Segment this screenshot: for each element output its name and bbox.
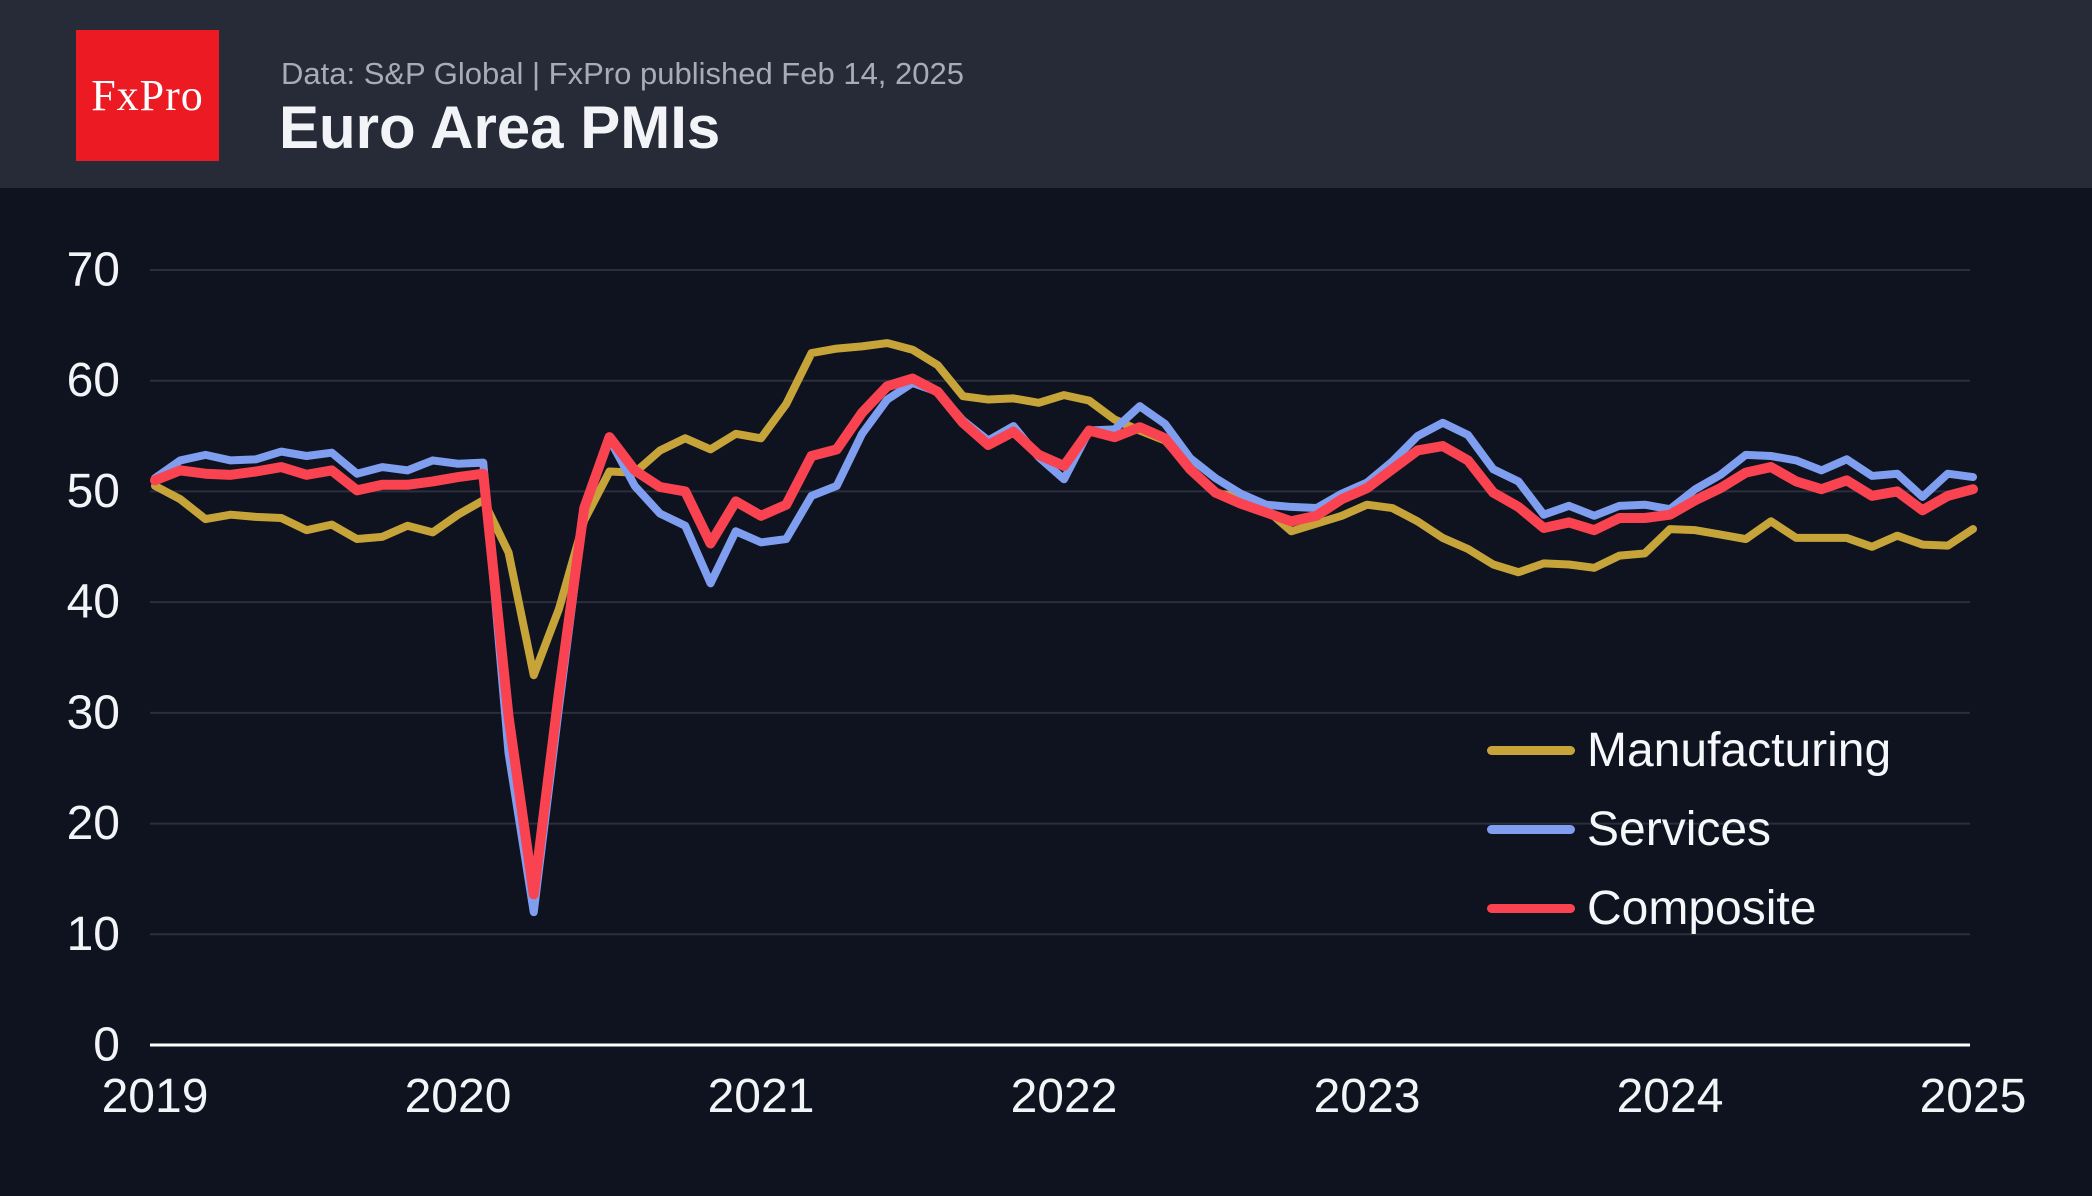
fxpro-logo: FxPro (76, 30, 219, 161)
y-tick-label: 0 (93, 1019, 120, 1072)
x-tick-label: 2022 (1011, 1070, 1118, 1123)
y-tick-label: 20 (67, 797, 120, 850)
legend-label-manufacturing: Manufacturing (1587, 723, 1892, 777)
y-tick-label: 50 (67, 465, 120, 518)
x-tick-label: 2025 (1920, 1070, 2027, 1123)
fxpro-logo-text: FxPro (91, 71, 204, 120)
legend-item-composite: Composite (1487, 869, 1891, 948)
legend-item-services: Services (1487, 790, 1891, 869)
x-tick-label: 2019 (102, 1070, 209, 1123)
chart-source-caption: Data: S&P Global | FxPro published Feb 1… (281, 56, 964, 91)
x-tick-label: 2023 (1314, 1070, 1421, 1123)
y-tick-label: 40 (67, 576, 120, 629)
page-title: Euro Area PMIs (279, 94, 721, 161)
series-line-manufacturing (151, 339, 1977, 680)
x-tick-label: 2021 (708, 1070, 815, 1123)
series-line-composite (150, 373, 1978, 900)
y-tick-label: 30 (67, 686, 120, 739)
x-tick-label: 2020 (405, 1070, 512, 1123)
chart-legend: Manufacturing Services Composite (1487, 711, 1891, 948)
legend-label-composite: Composite (1587, 881, 1817, 935)
y-tick-label: 10 (67, 908, 120, 961)
legend-swatch-services (1487, 825, 1575, 834)
legend-swatch-composite (1487, 904, 1575, 913)
legend-item-manufacturing: Manufacturing (1487, 711, 1891, 790)
y-tick-label: 60 (67, 354, 120, 407)
legend-label-services: Services (1587, 802, 1772, 856)
x-tick-label: 2024 (1617, 1070, 1724, 1123)
legend-swatch-manufacturing (1487, 746, 1575, 755)
chart-header: FxPro Data: S&P Global | FxPro published… (0, 0, 2092, 188)
y-tick-label: 70 (67, 244, 120, 297)
